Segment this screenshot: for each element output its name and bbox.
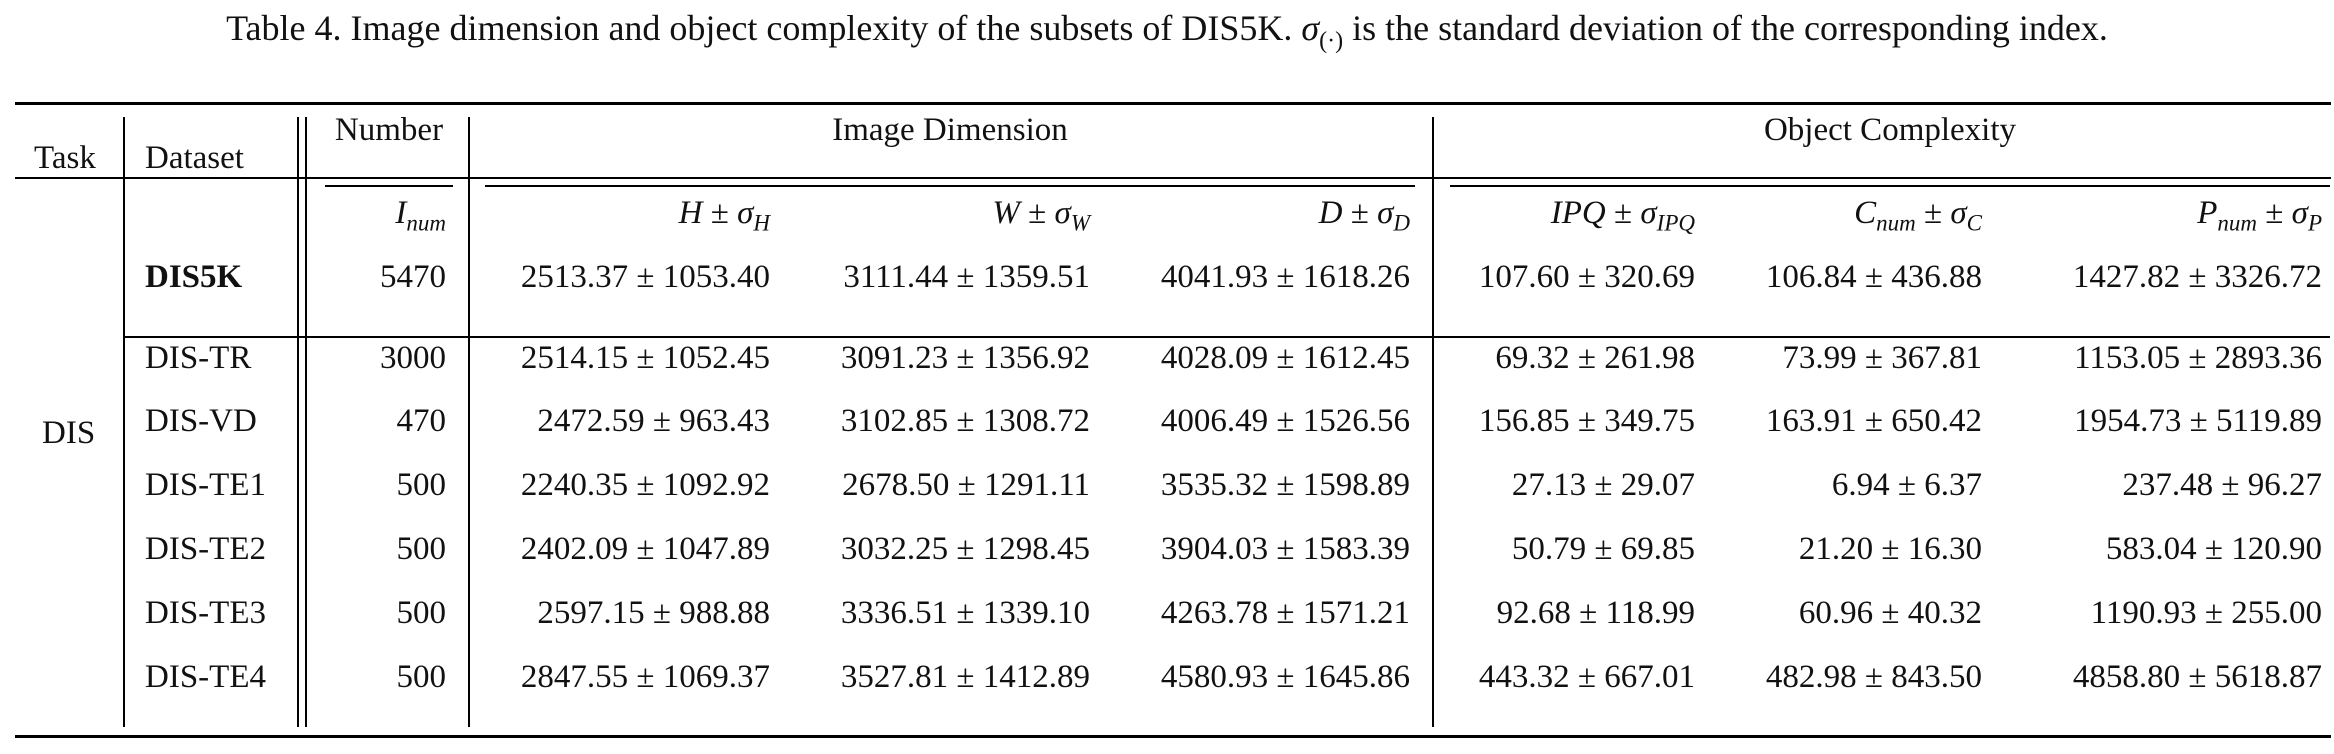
w-cell: 3527.81 ± 1412.89: [840, 659, 1090, 695]
number-underline: [325, 185, 453, 187]
header-image-dimension: Image Dimension: [832, 112, 1068, 148]
task-label: DIS: [42, 415, 96, 451]
header-inum: Inum: [395, 195, 446, 236]
ipq-cell: 50.79 ± 69.85: [1511, 531, 1695, 567]
dataset-cell: DIS-TE3: [145, 595, 266, 631]
pnum-cell: 1190.93 ± 255.00: [2090, 595, 2322, 631]
caption-sigma-subscript: (·): [1319, 28, 1344, 55]
cnum-cell: 6.94 ± 6.37: [1831, 467, 1982, 503]
cnum-cell: 21.20 ± 16.30: [1798, 531, 1982, 567]
d-cell: 4006.49 ± 1526.56: [1160, 403, 1410, 439]
h-cell: 2597.15 ± 988.88: [537, 595, 770, 631]
dataset-cell: DIS5K: [145, 259, 243, 295]
w-cell: 2678.50 ± 1291.11: [842, 467, 1090, 503]
d-cell: 4041.93 ± 1618.26: [1160, 259, 1410, 295]
pnum-cell: 583.04 ± 120.90: [2105, 531, 2322, 567]
d-cell: 4028.09 ± 1612.45: [1160, 340, 1410, 376]
ipq-cell: 92.68 ± 118.99: [1496, 595, 1695, 631]
pnum-cell: 237.48 ± 96.27: [2122, 467, 2322, 503]
header-number: Number: [334, 112, 444, 148]
h-cell: 2240.35 ± 1092.92: [520, 467, 770, 503]
d-cell: 3535.32 ± 1598.89: [1160, 467, 1410, 503]
h-cell: 2513.37 ± 1053.40: [520, 259, 770, 295]
caption-sigma-symbol: σ: [1301, 8, 1320, 48]
cnum-cell: 60.96 ± 40.32: [1798, 595, 1982, 631]
header-task: Task: [34, 140, 96, 176]
h-cell: 2402.09 ± 1047.89: [520, 531, 770, 567]
dataset-separator-b: [305, 117, 307, 727]
header-rule: [15, 177, 2331, 179]
cnum-cell: 482.98 ± 843.50: [1765, 659, 1982, 695]
number-cell: 500: [396, 659, 447, 695]
number-separator: [468, 117, 470, 727]
h-cell: 2472.59 ± 963.43: [537, 403, 770, 439]
w-cell: 3336.51 ± 1339.10: [840, 595, 1090, 631]
d-cell: 4263.78 ± 1571.21: [1160, 595, 1410, 631]
pnum-cell: 1954.73 ± 5119.89: [2074, 403, 2322, 439]
number-cell: 3000: [380, 340, 446, 376]
header-dataset: Dataset: [145, 140, 244, 176]
cnum-cell: 163.91 ± 650.42: [1765, 403, 1982, 439]
ipq-cell: 69.32 ± 261.98: [1495, 340, 1695, 376]
top-rule: [15, 102, 2331, 105]
h-cell: 2847.55 ± 1069.37: [520, 659, 770, 695]
ipq-cell: 156.85 ± 349.75: [1478, 403, 1695, 439]
bottom-rule: [15, 735, 2331, 738]
header-cnum: Cnum ± σC: [1854, 195, 1982, 236]
dataset-cell: DIS-VD: [145, 403, 257, 439]
cnum-cell: 106.84 ± 436.88: [1765, 259, 1982, 295]
number-cell: 500: [396, 467, 447, 503]
cnum-cell: 73.99 ± 367.81: [1782, 340, 1982, 376]
caption-prefix: Table 4. Image dimension and object comp…: [226, 8, 1293, 48]
dataset-cell: DIS-TE1: [145, 467, 266, 503]
task-separator: [123, 117, 125, 727]
d-cell: 4580.93 ± 1645.86: [1160, 659, 1410, 695]
d-cell: 3904.03 ± 1583.39: [1160, 531, 1410, 567]
h-cell: 2514.15 ± 1052.45: [520, 340, 770, 376]
number-cell: 500: [396, 595, 447, 631]
w-cell: 3111.44 ± 1359.51: [843, 259, 1090, 295]
ipq-cell: 107.60 ± 320.69: [1478, 259, 1695, 295]
header-ipq: IPQ ± σIPQ: [1550, 195, 1695, 236]
object-complexity-underline: [1450, 185, 2330, 187]
w-cell: 3091.23 ± 1356.92: [840, 340, 1090, 376]
dataset-cell: DIS-TE4: [145, 659, 266, 695]
number-cell: 5470: [380, 259, 446, 295]
pnum-cell: 1427.82 ± 3326.72: [2072, 259, 2322, 295]
ipq-cell: 443.32 ± 667.01: [1478, 659, 1695, 695]
group-separator: [1432, 117, 1434, 727]
header-pnum: Pnum ± σP: [2197, 195, 2322, 236]
table-caption: Table 4. Image dimension and object comp…: [0, 6, 2334, 63]
dataset-cell: DIS-TE2: [145, 531, 266, 567]
w-cell: 3032.25 ± 1298.45: [840, 531, 1090, 567]
image-dimension-underline: [485, 185, 1415, 187]
header-d: D ± σD: [1318, 195, 1410, 236]
number-cell: 500: [396, 531, 447, 567]
dataset-cell: DIS-TR: [145, 340, 252, 376]
caption-suffix: is the standard deviation of the corresp…: [1352, 8, 2108, 48]
ipq-cell: 27.13 ± 29.07: [1511, 467, 1695, 503]
header-object-complexity: Object Complexity: [1763, 112, 2017, 148]
pnum-cell: 1153.05 ± 2893.36: [2074, 340, 2322, 376]
number-cell: 470: [396, 403, 447, 439]
dataset-separator-a: [297, 117, 299, 727]
summary-rule: [125, 336, 2330, 338]
header-h: H ± σH: [678, 195, 770, 236]
pnum-cell: 4858.80 ± 5618.87: [2072, 659, 2322, 695]
header-w: W ± σW: [992, 195, 1090, 236]
w-cell: 3102.85 ± 1308.72: [840, 403, 1090, 439]
